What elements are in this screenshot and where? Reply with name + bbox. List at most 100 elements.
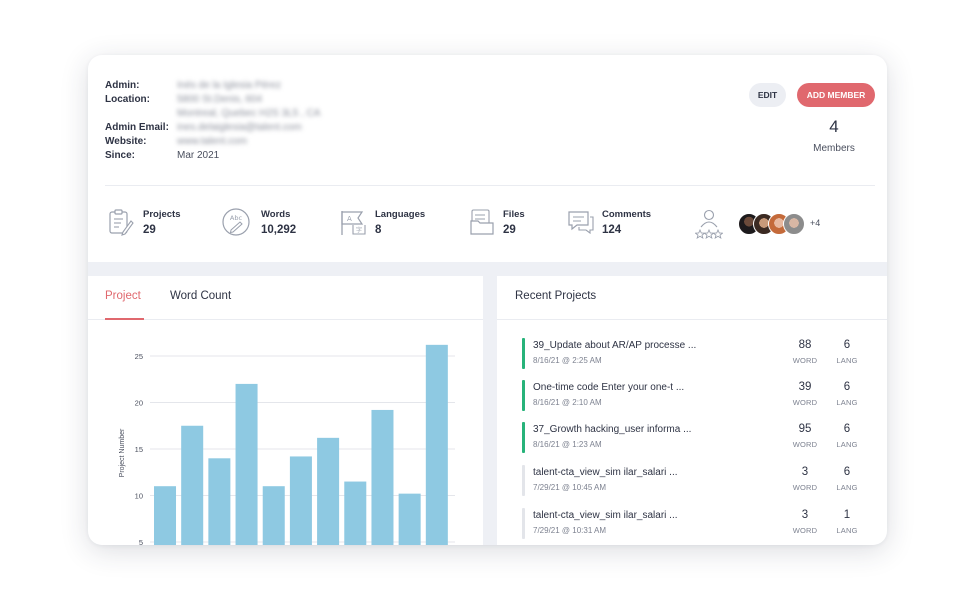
stat-words-label: Words <box>261 209 291 220</box>
comments-icon <box>568 211 594 235</box>
project-name[interactable]: One-time code Enter your one-t ... <box>533 382 685 393</box>
section-divider <box>105 185 875 186</box>
location-line1: 5800 St.Denis, 604 <box>177 94 263 105</box>
status-indicator <box>522 465 525 496</box>
language-count: 6 <box>843 466 851 478</box>
status-indicator <box>522 422 525 453</box>
list-item[interactable]: talent-cta_view_sim ilar_salari ... 7/29… <box>522 465 867 496</box>
word-count: 95 <box>798 423 812 435</box>
chart-bar <box>398 493 421 545</box>
word-count: 88 <box>798 339 812 351</box>
clipboard-icon <box>109 209 134 236</box>
files-icon <box>470 209 494 235</box>
list-item[interactable]: One-time code Enter your one-t ... 8/16/… <box>522 380 867 411</box>
chart-bar <box>154 486 177 545</box>
stat-comments-label: Comments <box>602 209 652 220</box>
stat-languages-label: Languages <box>375 209 426 220</box>
since-value: Mar 2021 <box>177 150 220 161</box>
word-unit: WORD <box>792 440 818 449</box>
stat-files-value: 29 <box>503 224 516 236</box>
word-unit: WORD <box>792 483 818 492</box>
list-item[interactable]: 39_Update about AR/AP processe ... 8/16/… <box>522 338 867 369</box>
edit-button[interactable]: EDIT <box>749 83 786 107</box>
chart-bar <box>262 486 285 545</box>
recent-projects-panel: Recent Projects 39_Update about AR/AP pr… <box>497 276 887 545</box>
language-count: 1 <box>843 509 851 521</box>
language-count: 6 <box>843 339 851 351</box>
project-name[interactable]: 39_Update about AR/AP processe ... <box>533 340 697 351</box>
language-unit: LANG <box>836 483 858 492</box>
chart-bar <box>371 409 394 545</box>
word-unit: WORD <box>792 398 818 407</box>
chart-bar <box>289 456 312 545</box>
chart-panel: Project Word Count 5 10 15 20 25 Project Numb… <box>88 276 483 545</box>
status-indicator <box>522 508 525 539</box>
location-line2: Montreal, Quebec H2S 3L5 , CA <box>177 108 321 119</box>
word-count: 3 <box>801 466 809 478</box>
admin-email-label: Admin Email: <box>105 122 169 133</box>
admin-email-value: ines.delaiglesia@talent.com <box>177 122 302 133</box>
language-count: 6 <box>843 381 851 393</box>
status-indicator <box>522 380 525 411</box>
word-count: 39 <box>798 381 812 393</box>
project-name[interactable]: talent-cta_view_sim ilar_salari ... <box>533 467 678 478</box>
stat-languages: A 字 Languages 8 <box>338 207 438 239</box>
chart-bar <box>344 481 367 545</box>
tab-word-count[interactable]: Word Count <box>170 290 232 302</box>
stat-projects-label: Projects <box>143 209 181 220</box>
tab-project[interactable]: Project <box>105 290 141 302</box>
word-unit: WORD <box>792 526 818 535</box>
project-date: 8/16/21 @ 1:23 AM <box>533 440 602 449</box>
chart-bar <box>425 344 448 545</box>
project-name[interactable]: talent-cta_view_sim ilar_salari ... <box>533 510 678 521</box>
project-date: 8/16/21 @ 2:25 AM <box>533 356 602 365</box>
dashboard-window: Admin: Inés de la Iglesia Pérez Location… <box>88 55 887 545</box>
language-unit: LANG <box>836 356 858 365</box>
stat-words: Abc Words 10,292 <box>221 207 321 239</box>
stat-words-value: 10,292 <box>261 224 297 236</box>
website-label: Website: <box>105 136 147 147</box>
chart-bar <box>317 437 340 545</box>
chart-bar <box>235 383 258 545</box>
chart-bar <box>181 425 204 545</box>
word-unit: WORD <box>792 356 818 365</box>
member-rating-icon <box>695 209 723 239</box>
since-label: Since: <box>105 150 136 161</box>
abc-pencil-icon: Abc <box>222 208 250 236</box>
stat-projects-value: 29 <box>143 224 156 236</box>
language-unit: LANG <box>836 526 858 535</box>
y-tick-label: 20 <box>135 399 143 408</box>
stat-comments-value: 124 <box>602 224 622 236</box>
y-axis-label: Project Number <box>119 428 126 477</box>
word-count: 3 <box>801 509 809 521</box>
y-tick-label: 5 <box>139 538 143 545</box>
admin-value: Inés de la Iglesia Pérez <box>177 80 281 91</box>
svg-text:字: 字 <box>356 226 362 234</box>
recent-projects-title: Recent Projects <box>515 290 597 302</box>
project-date: 7/29/21 @ 10:31 AM <box>533 526 607 535</box>
website-value: www.talent.com <box>177 136 248 147</box>
add-member-button[interactable]: ADD MEMBER <box>797 83 875 107</box>
project-date: 7/29/21 @ 10:45 AM <box>533 483 607 492</box>
recent-divider <box>497 319 887 320</box>
list-item[interactable]: talent-cta_view_sim ilar_salari ... 7/29… <box>522 508 867 539</box>
language-flag-icon: A 字 <box>341 211 366 235</box>
project-bar-chart: 5 10 15 20 25 Project Number <box>119 344 455 545</box>
members-count: 4 <box>829 117 839 136</box>
avatar[interactable] <box>783 213 805 235</box>
location-label: Location: <box>105 94 150 105</box>
svg-text:Abc: Abc <box>230 214 243 222</box>
language-count: 6 <box>843 423 851 435</box>
stat-comments: Comments 124 <box>566 207 666 239</box>
language-unit: LANG <box>836 440 858 449</box>
list-item[interactable]: 37_Growth hacking_user informa ... 8/16/… <box>522 422 867 453</box>
stat-languages-value: 8 <box>375 224 382 236</box>
project-date: 8/16/21 @ 2:10 AM <box>533 398 602 407</box>
status-indicator <box>522 338 525 369</box>
admin-label: Admin: <box>105 80 140 91</box>
stat-files: Files 29 <box>468 207 548 239</box>
more-members-count[interactable]: +4 <box>810 218 821 228</box>
stat-projects: Projects 29 <box>105 207 195 239</box>
stat-files-label: Files <box>503 209 525 220</box>
project-name[interactable]: 37_Growth hacking_user informa ... <box>533 424 692 435</box>
